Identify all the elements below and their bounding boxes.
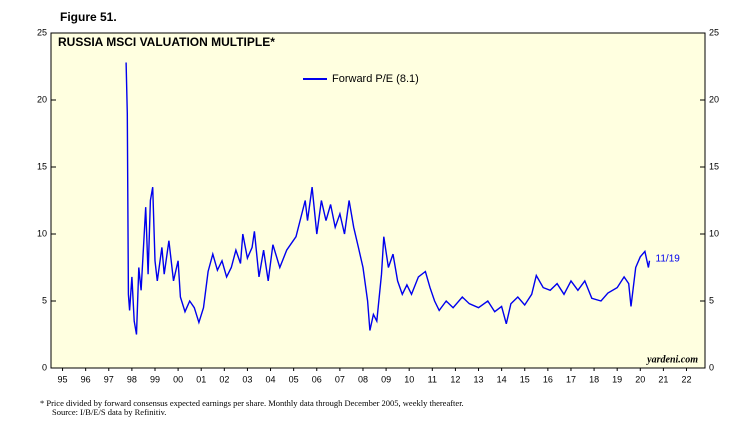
x-tick-label: 22 [682,374,692,384]
x-tick-label: 96 [81,374,91,384]
x-tick-label: 16 [543,374,553,384]
y2-tick-label: 10 [709,228,719,238]
x-tick-label: 09 [381,374,391,384]
x-tick-label: 20 [635,374,645,384]
x-tick-label: 08 [358,374,368,384]
x-tick-label: 12 [450,374,460,384]
y-tick-label: 0 [42,362,47,372]
source-tag: yardeni.com [646,354,698,365]
x-tick-label: 95 [58,374,68,384]
y-tick-label: 20 [37,94,47,104]
x-tick-label: 99 [150,374,160,384]
x-tick-label: 13 [474,374,484,384]
y2-tick-label: 25 [709,27,719,37]
x-tick-label: 17 [566,374,576,384]
x-tick-label: 04 [266,374,276,384]
x-tick-label: 06 [312,374,322,384]
x-tick-label: 02 [219,374,229,384]
x-tick-label: 19 [612,374,622,384]
legend-label: Forward P/E (8.1) [332,73,419,85]
x-tick-label: 21 [658,374,668,384]
x-tick-label: 07 [335,374,345,384]
x-tick-label: 11 [428,374,437,384]
series-line [125,62,651,335]
y2-tick-label: 0 [709,362,714,372]
end-label: 11/19 [656,253,681,264]
x-tick-label: 18 [589,374,599,384]
y2-tick-label: 15 [709,161,719,171]
x-tick-label: 00 [173,374,183,384]
y2-tick-label: 20 [709,94,719,104]
x-tick-label: 03 [242,374,252,384]
y-tick-label: 5 [42,295,47,305]
y-tick-label: 25 [37,27,47,37]
y-tick-label: 10 [37,228,47,238]
x-tick-label: 14 [497,374,507,384]
x-tick-label: 01 [196,374,206,384]
footnote: Source: I/B/E/S data by Refinitiv. [52,407,166,417]
footnote: * Price divided by forward consensus exp… [40,398,464,408]
x-tick-label: 05 [289,374,299,384]
x-tick-label: 10 [404,374,414,384]
x-tick-label: 15 [520,374,530,384]
x-tick-label: 98 [127,374,137,384]
y2-tick-label: 5 [709,295,714,305]
x-tick-label: 97 [104,374,114,384]
y-tick-label: 15 [37,161,47,171]
chart-title: RUSSIA MSCI VALUATION MULTIPLE* [58,35,275,49]
figure-label: Figure 51. [60,10,117,24]
